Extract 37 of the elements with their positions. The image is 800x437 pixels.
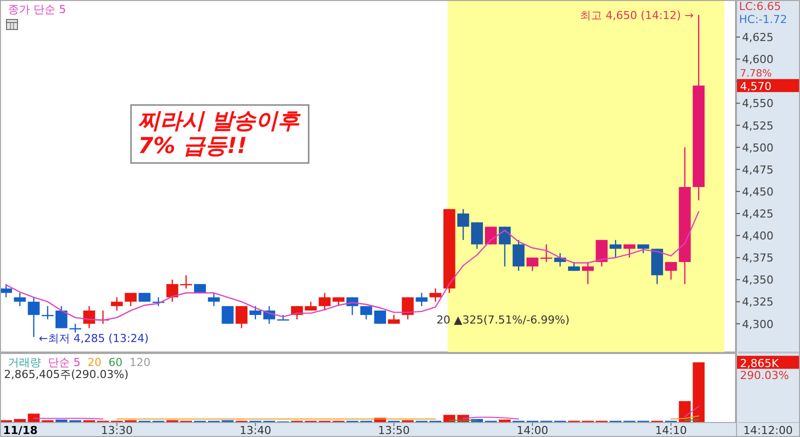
y-tick-label: 4,375 (742, 252, 774, 265)
y-tick-label: 4,550 (742, 97, 774, 110)
y-tick-label: 4,625 (742, 31, 774, 44)
legend-label: 120 (130, 356, 150, 369)
x-tick-label: 13:30 (101, 424, 133, 437)
annotation: ←최저 4,285 (13:24) (38, 332, 149, 346)
text: 7.78% (740, 68, 772, 80)
x-tick-label: 14:10 (655, 424, 687, 437)
x-tick-label: 13:40 (240, 424, 272, 437)
text: 60 (108, 356, 122, 369)
y-tick-label: 4,525 (742, 119, 774, 132)
annotation: 2,865,405주(290.03%) (4, 368, 129, 381)
annotation: 찌라시 발송이후 7% 급등!! (138, 109, 302, 159)
y-tick-label: 4,350 (742, 274, 774, 287)
text: 4,570 (740, 80, 772, 94)
y-tick-label: 4,450 (742, 185, 774, 198)
text: HC:-1.72 (739, 13, 788, 26)
text: LC:6.65 (739, 0, 782, 13)
text: 종가 단순 5 (8, 3, 66, 16)
text: 290.03% (740, 368, 789, 382)
y-tick-label: 4,300 (742, 318, 774, 331)
text: 단순 5 (48, 356, 80, 369)
y-tick-label: 4,425 (742, 207, 774, 220)
y-tick-label: 4,325 (742, 296, 774, 309)
y-tick-label: 4,600 (742, 53, 774, 66)
annotation: 최고 4,650 (14:12) → (580, 8, 694, 22)
text: 14:12:00 (743, 424, 793, 437)
x-tick-label: 13:50 (378, 424, 410, 437)
text: 11/18 (3, 424, 38, 437)
y-tick-label: 4,475 (742, 163, 774, 176)
y-tick-label: 4,400 (742, 230, 774, 243)
text: 2,865K (740, 356, 780, 370)
x-tick-label: 14:00 (516, 424, 548, 437)
annotation: 20 ▲325(7.51%/-6.99%) (436, 314, 570, 327)
y-tick-label: 4,500 (742, 141, 774, 154)
text: 20 (88, 356, 102, 369)
chart-title: 거래량 (8, 356, 41, 369)
